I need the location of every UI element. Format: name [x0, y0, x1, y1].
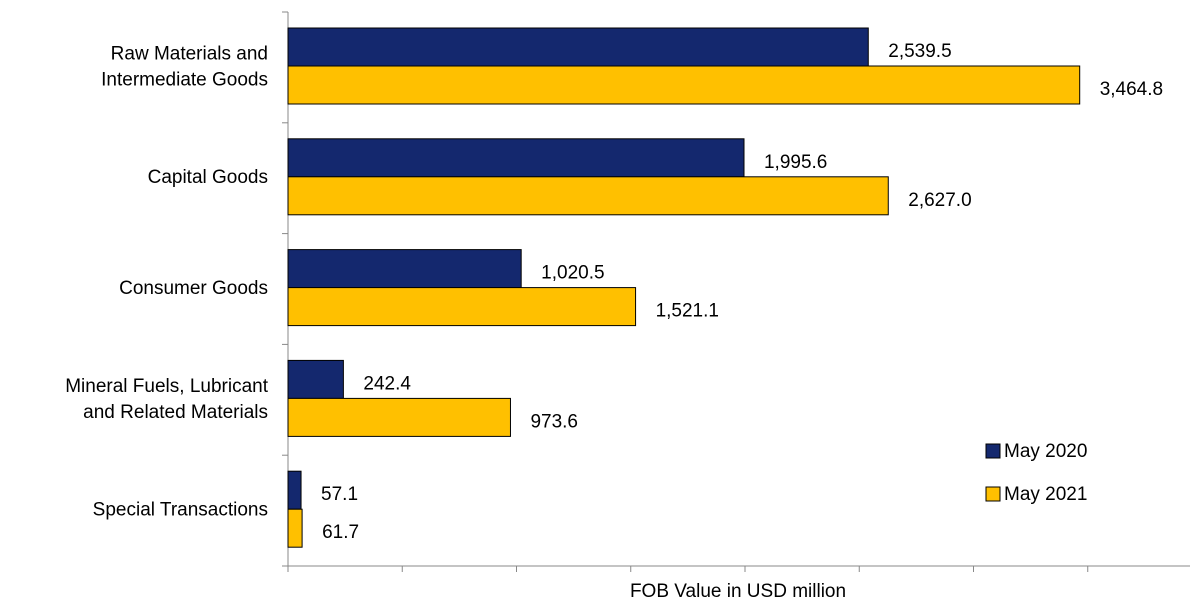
value-label: 61.7	[322, 522, 359, 543]
bar	[287, 397, 511, 437]
bar	[287, 508, 303, 548]
y-tick-label: Special Transactions	[93, 500, 268, 521]
value-label: 2,539.5	[888, 41, 951, 62]
value-label: 973.6	[530, 411, 578, 432]
legend-swatch	[985, 443, 1001, 459]
value-label: 3,464.8	[1100, 79, 1163, 100]
value-label: 57.1	[321, 484, 358, 505]
value-label: 2,627.0	[908, 190, 971, 211]
bar	[287, 249, 522, 289]
legend-label: May 2020	[1004, 441, 1087, 462]
bar	[287, 138, 745, 178]
y-tick-label: Intermediate Goods	[101, 69, 268, 90]
y-tick-label: Consumer Goods	[119, 278, 268, 299]
bar	[287, 65, 1081, 105]
bar	[287, 176, 889, 216]
y-tick-label: Capital Goods	[148, 167, 268, 188]
legend-label: May 2021	[1004, 484, 1087, 505]
bar	[287, 470, 302, 510]
bar	[287, 359, 344, 399]
value-label: 1,020.5	[541, 263, 604, 284]
value-label: 1,995.6	[764, 152, 827, 173]
legend-swatch	[985, 486, 1001, 502]
bar	[287, 27, 869, 67]
y-tick-label: Raw Materials and	[111, 43, 268, 64]
x-axis-label: FOB Value in USD million	[630, 581, 846, 602]
bar	[287, 287, 637, 327]
value-label: 1,521.1	[656, 301, 719, 322]
value-label: 242.4	[363, 373, 411, 394]
y-tick-label: and Related Materials	[83, 402, 268, 423]
y-tick-label: Mineral Fuels, Lubricant	[65, 376, 268, 397]
